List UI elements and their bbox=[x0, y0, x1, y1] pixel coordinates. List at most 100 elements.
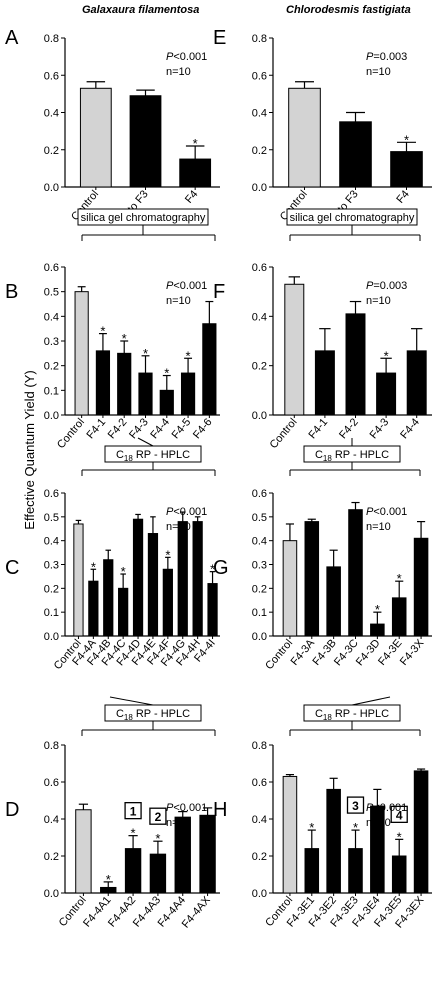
method-box-fg: C18 RP - HPLC bbox=[289, 438, 421, 476]
y-tick-label: 0.4 bbox=[44, 108, 59, 120]
significance-star: * bbox=[404, 132, 409, 147]
y-tick-label: 0.8 bbox=[44, 33, 59, 45]
y-tick-label: 0.1 bbox=[252, 607, 267, 619]
bar bbox=[138, 372, 153, 416]
compound-number-box bbox=[390, 805, 408, 823]
connector-line bbox=[137, 437, 154, 447]
significance-star: * bbox=[121, 564, 126, 579]
method-label: silica gel chromatography bbox=[290, 212, 415, 224]
bar bbox=[132, 518, 144, 637]
compound-number: 1 bbox=[130, 805, 137, 819]
n-text: n=10 bbox=[366, 521, 391, 533]
y-tick-label: 0.4 bbox=[252, 311, 267, 323]
method-box-gh: C18 RP - HPLC bbox=[289, 696, 421, 736]
method-box-ae: silica gel chromatography bbox=[77, 208, 216, 241]
p-value-text: P=0.003 bbox=[366, 280, 407, 292]
x-tick-label: F4-3 bbox=[368, 416, 392, 441]
n-text: n=10 bbox=[166, 295, 191, 307]
n-text: n=10 bbox=[366, 66, 391, 78]
bar bbox=[177, 521, 188, 637]
bar bbox=[202, 323, 217, 416]
bar bbox=[103, 559, 114, 637]
significance-star: * bbox=[164, 366, 169, 381]
y-tick-label: 0.0 bbox=[44, 631, 59, 643]
y-tick-label: 0.4 bbox=[44, 536, 59, 548]
compound-number: 3 bbox=[352, 799, 359, 813]
species-title-left: Galaxaura filamentosa bbox=[82, 4, 199, 16]
y-tick-label: 0.0 bbox=[252, 888, 267, 900]
y-tick-label: 0.6 bbox=[44, 262, 59, 274]
x-tick-label: F4-2 bbox=[337, 416, 361, 441]
significance-star: * bbox=[106, 872, 111, 887]
x-tick-label: F4-1 bbox=[84, 416, 108, 441]
x-tick-label: F4-3D bbox=[354, 637, 383, 668]
method-label: C18 RP - HPLC bbox=[315, 708, 389, 722]
x-tick-label: F4-1 bbox=[306, 416, 330, 441]
n-text: n=10 bbox=[366, 295, 391, 307]
bar bbox=[284, 283, 305, 416]
chart-panel-h: H0.00.20.40.60.8Control*F4-3E1F4-3E2*3F4… bbox=[213, 740, 432, 930]
y-tick-label: 0.3 bbox=[44, 560, 59, 572]
significance-star: * bbox=[353, 820, 358, 835]
method-box-ef: silica gel chromatography bbox=[286, 208, 421, 241]
bar bbox=[413, 770, 429, 894]
p-value-text: P<0.001 bbox=[366, 506, 407, 518]
bar bbox=[391, 597, 407, 637]
x-tick-label: F4-5 bbox=[170, 416, 194, 441]
bar bbox=[124, 848, 142, 894]
y-tick-label: 0.2 bbox=[44, 361, 59, 373]
bar bbox=[326, 788, 341, 894]
y-tick-label: 0.8 bbox=[252, 33, 267, 45]
bar bbox=[207, 583, 218, 637]
x-tick-label: F4 bbox=[183, 188, 200, 206]
significance-star: * bbox=[91, 559, 96, 574]
p-value-text: P<0.001 bbox=[166, 802, 207, 814]
bar bbox=[390, 151, 423, 188]
n-text: n=10 bbox=[166, 66, 191, 78]
compound-number-box bbox=[149, 807, 167, 825]
bar bbox=[314, 350, 335, 416]
bar bbox=[100, 886, 117, 894]
bar bbox=[413, 537, 429, 637]
y-tick-label: 0.6 bbox=[252, 488, 267, 500]
method-box-cd: C18 RP - HPLC bbox=[81, 696, 216, 736]
x-tick-label: F4 bbox=[394, 188, 411, 206]
y-tick-label: 0.2 bbox=[44, 583, 59, 595]
panel-letter: E bbox=[213, 27, 226, 49]
y-axis-label: Effective Quantum Yield (Y) bbox=[22, 370, 37, 529]
significance-star: * bbox=[397, 829, 402, 844]
y-tick-label: 0.6 bbox=[44, 70, 59, 82]
bar bbox=[304, 521, 320, 637]
bar bbox=[199, 814, 216, 894]
n-text: n=10 bbox=[166, 817, 191, 829]
significance-star: * bbox=[309, 820, 314, 835]
y-tick-label: 0.4 bbox=[44, 814, 59, 826]
significance-star: * bbox=[210, 562, 215, 577]
bar bbox=[118, 587, 129, 637]
y-tick-label: 0.6 bbox=[252, 262, 267, 274]
x-tick-label: Control bbox=[55, 416, 87, 451]
y-tick-label: 0.4 bbox=[252, 536, 267, 548]
x-tick-label: F4-6 bbox=[191, 416, 215, 441]
method-label: C18 RP - HPLC bbox=[116, 449, 190, 463]
chart-panel-b: B 0.0 0.1 0.2 0.3 0.4 0.5 0.6 Control * F4-1 * F4-2 *… bbox=[5, 262, 220, 451]
x-tick-label: F4-3 bbox=[127, 416, 151, 441]
n-text: n=10 bbox=[166, 521, 191, 533]
y-tick-label: 0.4 bbox=[252, 814, 267, 826]
bar bbox=[282, 775, 298, 894]
significance-star: * bbox=[384, 348, 389, 363]
p-value-text: P<0.001 bbox=[166, 506, 207, 518]
n-text: n=10 bbox=[366, 817, 391, 829]
y-tick-label: 0.4 bbox=[252, 108, 267, 120]
significance-star: * bbox=[397, 571, 402, 586]
panel-letter: H bbox=[213, 799, 227, 821]
y-tick-label: 0.3 bbox=[252, 560, 267, 572]
bar bbox=[339, 121, 372, 188]
y-tick-label: 0.1 bbox=[44, 607, 59, 619]
bar bbox=[129, 95, 162, 188]
panel-letter: A bbox=[5, 27, 19, 49]
significance-star: * bbox=[375, 602, 380, 617]
bar bbox=[345, 313, 366, 416]
